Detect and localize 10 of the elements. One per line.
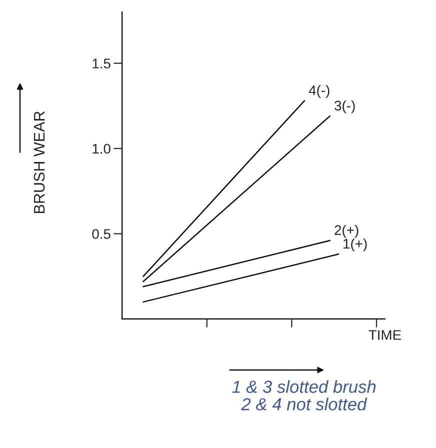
text: 1 & 3 slotted brush 2 & 4 not slotted xyxy=(232,380,376,410)
series-label: 3(-) xyxy=(334,100,355,114)
x-axis-title: TIME xyxy=(368,330,401,340)
series-label: 2(+) xyxy=(334,224,358,238)
series-label: 4(-) xyxy=(308,85,330,98)
y-tick-label: 1.0 xyxy=(92,144,110,154)
y-axis-title: BRUSH WEAR xyxy=(34,111,45,213)
y-tick-label: 1.5 xyxy=(92,58,110,68)
y-tick-label: 0.5 xyxy=(92,229,110,239)
series-label: 1(+) xyxy=(344,238,367,252)
